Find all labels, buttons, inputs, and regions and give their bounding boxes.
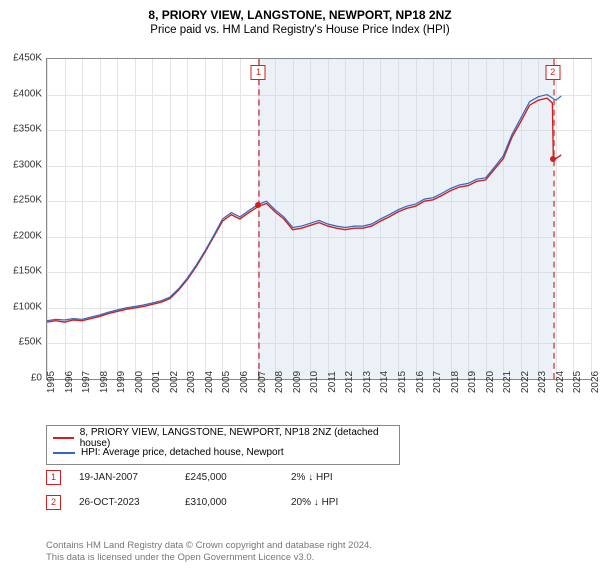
annotation-row-2: 2 26-OCT-2023 £310,000 20% ↓ HPI <box>46 495 379 510</box>
legend-swatch <box>53 452 75 454</box>
x-tick-label: 2002 <box>169 371 180 393</box>
marker-label-box: 1 <box>251 65 266 80</box>
x-tick-label: 1997 <box>81 371 92 393</box>
series-red <box>47 98 561 322</box>
y-tick-label: £50K <box>19 337 42 348</box>
annotation-delta: 20% ↓ HPI <box>291 497 379 508</box>
chart-area: 12 <box>46 58 592 380</box>
x-tick-label: 2015 <box>397 371 408 393</box>
sale-marker-dot <box>550 156 556 162</box>
x-tick-label: 1996 <box>64 371 75 393</box>
x-tick-label: 2011 <box>327 371 338 393</box>
legend-label: HPI: Average price, detached house, Newp… <box>81 447 284 458</box>
x-tick-label: 2022 <box>520 371 531 393</box>
x-tick-label: 2010 <box>309 371 320 393</box>
x-tick-label: 2018 <box>450 371 461 393</box>
x-tick-label: 1998 <box>99 371 110 393</box>
x-tick-label: 2014 <box>379 371 390 393</box>
legend-label: 8, PRIORY VIEW, LANGSTONE, NEWPORT, NP18… <box>80 427 393 449</box>
y-tick-label: £450K <box>13 53 42 64</box>
annotation-id-box: 2 <box>46 495 61 510</box>
marker-label-box: 2 <box>545 65 560 80</box>
legend-item: 8, PRIORY VIEW, LANGSTONE, NEWPORT, NP18… <box>53 430 393 445</box>
page-subtitle: Price paid vs. HM Land Registry's House … <box>0 24 600 36</box>
marker-line <box>258 59 260 379</box>
x-tick-label: 2012 <box>344 371 355 393</box>
attribution-footer: Contains HM Land Registry data © Crown c… <box>46 540 372 564</box>
x-tick-label: 2025 <box>572 371 583 393</box>
y-tick-label: £350K <box>13 124 42 135</box>
x-tick-label: 2001 <box>151 371 162 393</box>
x-tick-label: 1995 <box>46 371 57 393</box>
x-tick-label: 2003 <box>186 371 197 393</box>
annotation-price: £245,000 <box>185 472 273 483</box>
sale-marker-dot <box>255 202 261 208</box>
x-tick-label: 2026 <box>590 371 600 393</box>
annotation-delta: 2% ↓ HPI <box>291 472 379 483</box>
annotation-date: 26-OCT-2023 <box>79 497 167 508</box>
y-tick-label: £250K <box>13 195 42 206</box>
x-tick-label: 2005 <box>221 371 232 393</box>
x-tick-label: 2017 <box>432 371 443 393</box>
x-tick-label: 2021 <box>502 371 513 393</box>
y-tick-label: £400K <box>13 88 42 99</box>
marker-line <box>553 59 555 379</box>
x-tick-label: 2004 <box>204 371 215 393</box>
legend: 8, PRIORY VIEW, LANGSTONE, NEWPORT, NP18… <box>46 425 400 465</box>
x-tick-label: 2019 <box>467 371 478 393</box>
gridline-v <box>591 59 592 379</box>
x-tick-label: 2000 <box>134 371 145 393</box>
x-tick-label: 2016 <box>415 371 426 393</box>
x-tick-label: 1999 <box>116 371 127 393</box>
y-tick-label: £300K <box>13 159 42 170</box>
chart-plot <box>47 59 591 379</box>
x-tick-label: 2006 <box>239 371 250 393</box>
footer-line-1: Contains HM Land Registry data © Crown c… <box>46 540 372 552</box>
x-tick-label: 2023 <box>537 371 548 393</box>
series-blue <box>47 95 561 321</box>
y-tick-label: £100K <box>13 301 42 312</box>
x-tick-label: 2007 <box>257 371 268 393</box>
annotation-id-box: 1 <box>46 470 61 485</box>
y-tick-label: £200K <box>13 230 42 241</box>
annotation-row-1: 1 19-JAN-2007 £245,000 2% ↓ HPI <box>46 470 379 485</box>
x-tick-label: 2008 <box>274 371 285 393</box>
x-tick-label: 2020 <box>485 371 496 393</box>
x-tick-label: 2009 <box>292 371 303 393</box>
x-tick-label: 2024 <box>555 371 566 393</box>
page-title: 8, PRIORY VIEW, LANGSTONE, NEWPORT, NP18… <box>0 8 600 22</box>
annotation-price: £310,000 <box>185 497 273 508</box>
x-tick-label: 2013 <box>362 371 373 393</box>
y-tick-label: £0 <box>31 373 42 384</box>
footer-line-2: This data is licensed under the Open Gov… <box>46 552 372 564</box>
y-tick-label: £150K <box>13 266 42 277</box>
legend-swatch <box>53 437 74 439</box>
annotation-date: 19-JAN-2007 <box>79 472 167 483</box>
